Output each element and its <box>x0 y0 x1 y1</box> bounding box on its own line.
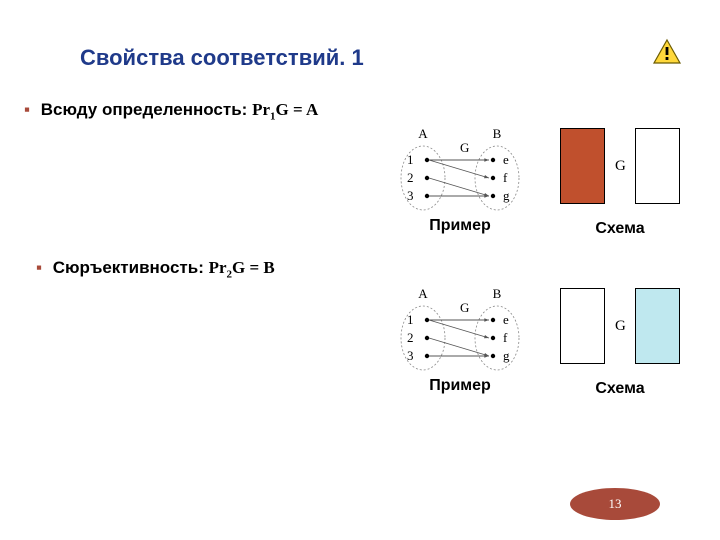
bullet-icon: ▪ <box>36 258 42 277</box>
svg-text:g: g <box>503 188 510 203</box>
property-1-label: Всюду определенность <box>41 100 242 119</box>
scheme1-rect-b <box>635 128 680 204</box>
svg-text:G: G <box>460 300 469 315</box>
svg-text:3: 3 <box>407 348 414 363</box>
example-2-diagram: A B 1 2 3 efg G Пример <box>385 280 535 395</box>
example-1-caption: Пример <box>385 217 535 235</box>
example-2-caption: Пример <box>385 377 535 395</box>
prop1-lhs: Pr <box>252 100 270 119</box>
svg-text:1: 1 <box>407 152 414 167</box>
scheme-1-caption: Схема <box>560 220 680 238</box>
prop1-rhs: G = A <box>276 100 319 119</box>
scheme2-g-label: G <box>615 318 626 335</box>
scheme2-rect-b <box>635 288 680 364</box>
scheme1-rect-a <box>560 128 605 204</box>
svg-text:f: f <box>503 170 508 185</box>
svg-text:1: 1 <box>407 312 414 327</box>
svg-text:2: 2 <box>407 170 414 185</box>
svg-text:e: e <box>503 312 509 327</box>
page-number: 13 <box>609 496 622 512</box>
warning-icon <box>652 38 682 66</box>
svg-text:A: A <box>418 126 428 141</box>
svg-text:G: G <box>460 140 469 155</box>
scheme-2: G Схема <box>560 288 680 398</box>
svg-text:e: e <box>503 152 509 167</box>
scheme-2-caption: Схема <box>560 380 680 398</box>
scheme2-rect-a <box>560 288 605 364</box>
bullet-icon: ▪ <box>24 100 30 119</box>
slide-title: Свойства соответствий. 1 <box>80 45 364 71</box>
svg-text:A: A <box>418 286 428 301</box>
svg-text:2: 2 <box>407 330 414 345</box>
page-number-badge: 13 <box>570 488 660 520</box>
property-2: ▪ Сюръективность: Pr2G = B <box>36 258 275 280</box>
svg-text:B: B <box>493 126 502 141</box>
property-2-label: Сюръективность <box>53 258 198 277</box>
property-1: ▪ Всюду определенность: Pr1G = A <box>24 100 318 122</box>
scheme-1: G Схема <box>560 128 680 238</box>
prop2-lhs: Pr <box>209 258 227 277</box>
prop2-rhs: G = B <box>232 258 275 277</box>
svg-text:3: 3 <box>407 188 414 203</box>
svg-text:f: f <box>503 330 508 345</box>
svg-text:B: B <box>493 286 502 301</box>
svg-text:g: g <box>503 348 510 363</box>
example-1-diagram: A B 1 2 3 efg G Пример <box>385 120 535 235</box>
scheme1-g-label: G <box>615 158 626 175</box>
